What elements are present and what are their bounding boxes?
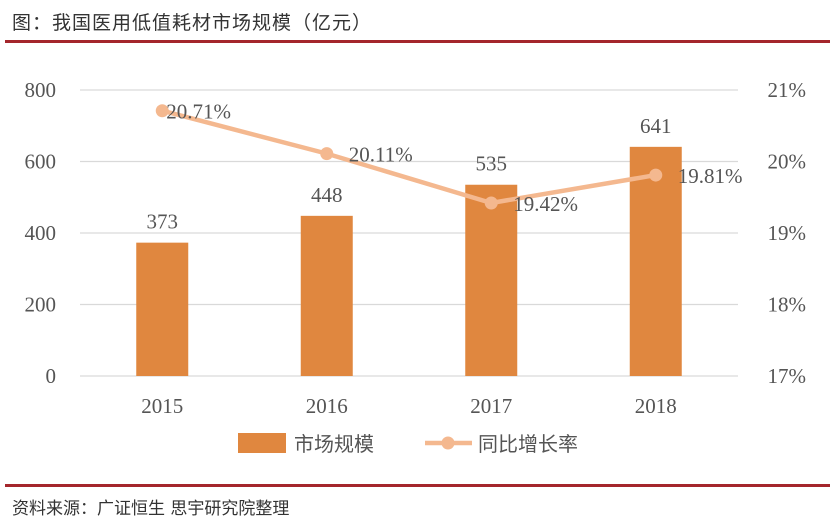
x-axis-tick: 2018 [635,394,677,418]
bar [136,242,189,376]
figure-title: 图：我国医用低值耗材市场规模（亿元） [12,12,373,34]
growth-label: 19.81% [678,164,743,188]
left-axis-tick: 800 [25,78,57,102]
growth-point [484,196,498,210]
bar-label: 448 [311,183,343,207]
right-axis-tick: 20% [768,150,807,174]
bottom-divider [5,484,830,487]
left-axis-tick: 0 [46,364,57,388]
left-axis-tick: 200 [25,293,57,317]
right-axis-tick: 19% [768,221,807,245]
bar [629,146,682,376]
left-axis-tick: 400 [25,221,57,245]
legend-bar-swatch [238,433,286,453]
right-axis-tick: 17% [768,364,807,388]
growth-label: 20.11% [349,143,413,167]
right-axis-tick: 21% [768,78,807,102]
growth-line [161,108,657,206]
legend-label: 同比增长率 [478,432,578,456]
left-axis-tick: 600 [25,150,57,174]
legend-label: 市场规模 [294,432,374,456]
right-axis-tick: 18% [768,293,807,317]
growth-point [155,104,169,118]
bar-label: 373 [147,210,179,234]
x-axis-tick: 2017 [470,394,512,418]
growth-label: 19.42% [513,192,578,216]
bar [300,215,353,376]
growth-point [649,168,663,182]
growth-label: 20.71% [166,100,231,124]
bar [465,184,518,376]
top-divider [5,40,830,43]
source-note: 资料来源：广证恒生 思宇研究院整理 [12,499,290,519]
x-axis-tick: 2015 [141,394,183,418]
x-axis-tick: 2016 [306,394,348,418]
bar-label: 641 [640,114,672,138]
growth-point [320,147,334,161]
legend-line-marker [441,436,455,450]
bar-label: 535 [476,152,508,176]
